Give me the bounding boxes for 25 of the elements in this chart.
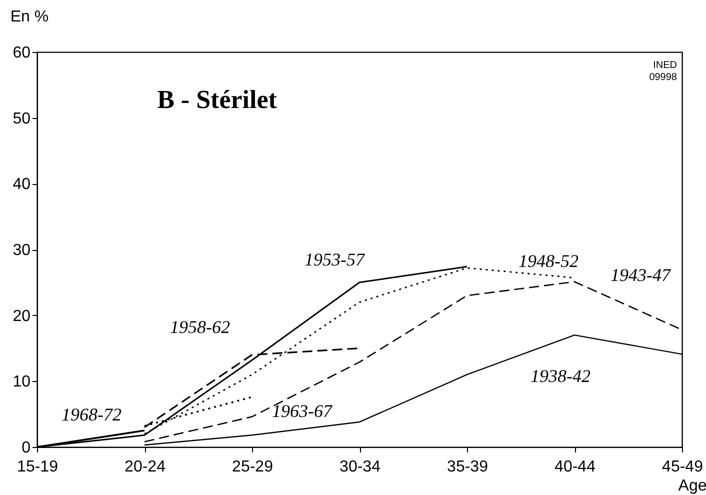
text: B - Stérilet: [157, 85, 278, 114]
x-tick-label: 35-39: [447, 458, 488, 476]
y-tick-label: 40: [12, 176, 31, 194]
y-tick-label: 50: [12, 110, 31, 128]
x-tick-label: 45-49: [662, 458, 704, 476]
series-label: 1948-52: [518, 250, 578, 271]
series-label: 1968-72: [62, 404, 122, 425]
annotation: INED 09998: [649, 60, 678, 83]
series-label: 1963-67: [272, 400, 333, 421]
y-tick-label: 30: [12, 242, 31, 259]
y-tick-label: 10: [12, 374, 31, 391]
series-label: 1938-42: [530, 366, 590, 386]
x-axis-title: Age: [678, 478, 706, 494]
series-label: 1943-47: [610, 264, 672, 285]
x-tick-label: 30-34: [340, 458, 381, 476]
x-tick-label: 15-19: [17, 458, 58, 476]
y-axis-title: En %: [10, 8, 49, 26]
x-tick-label: 20-24: [124, 458, 166, 476]
series-label: 1958-62: [170, 316, 230, 337]
series-label: 1953-57: [304, 249, 366, 270]
y-tick-label: 0: [22, 440, 31, 456]
y-tick-label: 20: [12, 308, 31, 325]
x-tick-label: 25-29: [232, 458, 274, 476]
y-tick-label: 60: [12, 44, 31, 62]
x-tick-label: 40-44: [554, 458, 596, 476]
